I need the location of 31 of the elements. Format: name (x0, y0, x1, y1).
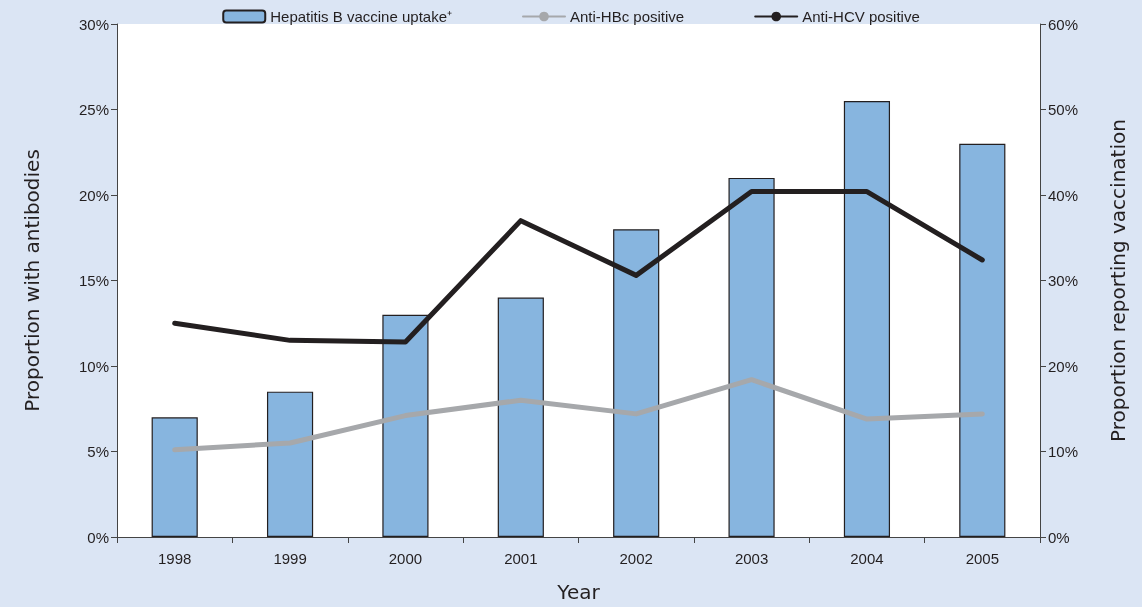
bar (266, 391, 314, 537)
y-tick-label: 10% (78, 357, 109, 375)
x-tick-label: 2005 (965, 550, 999, 567)
y2-tick-label: 20% (1048, 357, 1079, 375)
y2-tick-label: 40% (1048, 186, 1079, 204)
bar (497, 297, 544, 537)
y2-tick-label: 30% (1048, 272, 1079, 289)
legend-label: Anti-HCV positive (802, 8, 920, 25)
y2-tick-label: 10% (1048, 443, 1079, 460)
y2-tick-label: 60% (1048, 15, 1079, 33)
y2-tick-label: 0% (1048, 528, 1070, 546)
x-tick-label: 2004 (850, 550, 884, 567)
y-axis-title: Proportion with antibodies (20, 149, 44, 412)
y-tick-label: 25% (78, 101, 109, 118)
y-tick-label: 30% (78, 15, 109, 33)
x-tick-label: 1998 (158, 550, 192, 567)
x-tick-label: 1999 (273, 550, 307, 567)
y-tick-label: 5% (87, 443, 109, 460)
y2-axis-title: Proportion reporting vaccination (1106, 119, 1130, 442)
legend-label: Hepatitis B vaccine uptake⁺ (270, 8, 453, 25)
y-tick-label: 0% (87, 528, 109, 546)
x-tick-label: 2003 (734, 550, 769, 567)
x-tick-label: 2000 (388, 550, 423, 567)
x-axis-title: Year (556, 580, 601, 604)
legend-label: Anti-HBc positive (570, 8, 685, 25)
x-tick-label: 2002 (619, 550, 653, 567)
y-tick-label: 20% (78, 186, 109, 204)
bar (151, 417, 198, 537)
y2-tick-label: 50% (1048, 101, 1079, 118)
y-tick-label: 15% (78, 272, 109, 289)
x-tick-label: 2001 (504, 550, 538, 567)
